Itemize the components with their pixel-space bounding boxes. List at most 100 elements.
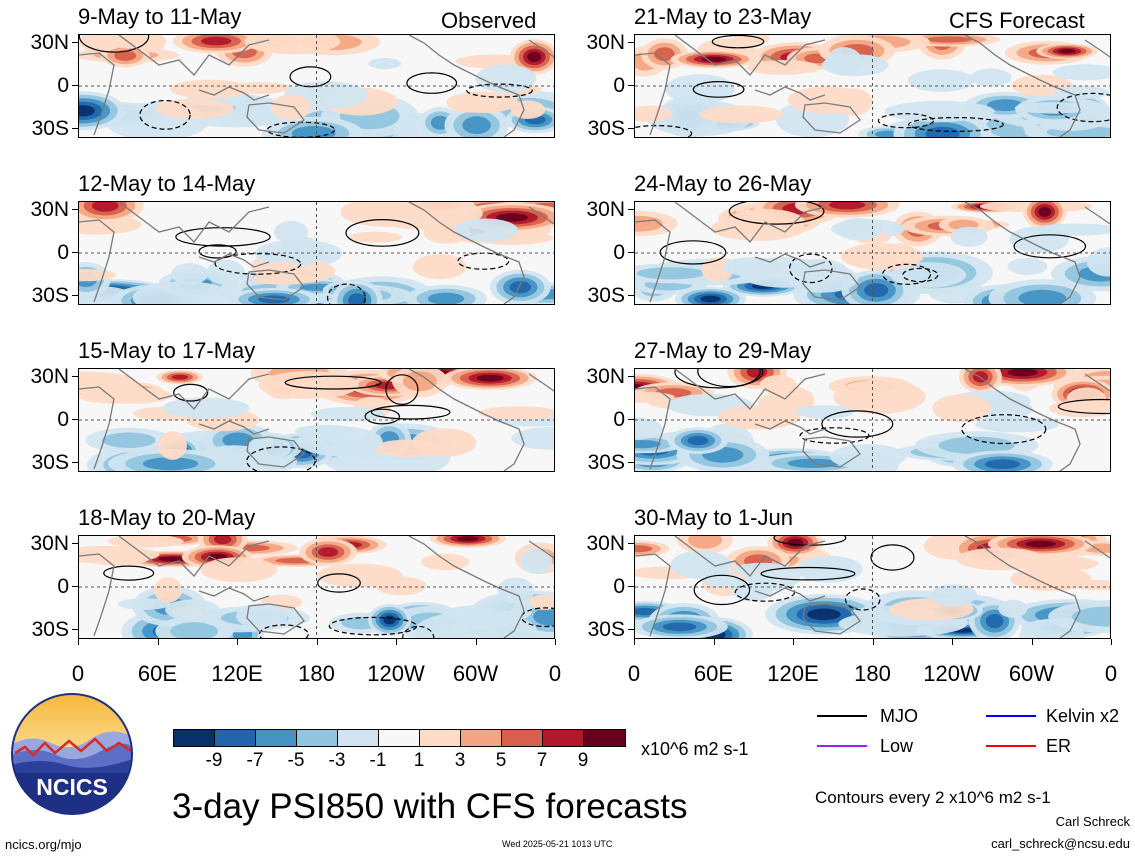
coastline-africa: [635, 553, 671, 637]
mjo-contour: [284, 375, 382, 390]
lat-tick: [72, 295, 78, 296]
colorbar-tick-label: -5: [287, 750, 305, 771]
field-cell: [91, 202, 119, 212]
lat-tick-label: 0: [613, 74, 625, 97]
field-cell: [200, 557, 278, 583]
coastline-maritime: [198, 587, 270, 602]
observed-map-4: [78, 535, 555, 639]
field-cell: [480, 595, 533, 623]
field-cell: [527, 51, 542, 62]
colorbar-swatch: [256, 730, 297, 746]
lon-tick-label: 60E: [693, 661, 734, 686]
field-cell: [509, 281, 531, 294]
field-cell: [114, 50, 137, 61]
colorbar-tick-label: 9: [577, 750, 589, 771]
coastline-south-america: [1039, 580, 1081, 638]
field-cell: [475, 64, 537, 93]
lat-tick-label: 30S: [587, 451, 625, 474]
coastline-south-america: [1039, 246, 1081, 304]
legend-label-low: Low: [880, 736, 914, 756]
colorbar: [173, 729, 626, 747]
observed-tag: Observed: [441, 8, 537, 33]
field-cell: [1058, 48, 1076, 54]
field-cell: [510, 100, 546, 119]
field-cell: [829, 444, 906, 470]
colorbar-tick-label: -9: [205, 750, 223, 771]
mjo-contour: [799, 427, 870, 444]
legend-line-kelvin: [986, 715, 1036, 717]
mjo-contour: [692, 81, 745, 98]
coastline-australia: [802, 603, 861, 635]
field-cell: [1071, 606, 1110, 627]
lon-tick-label: 120E: [767, 661, 819, 686]
site-link[interactable]: ncics.org/mjo: [5, 837, 82, 852]
observed-map-1: [78, 34, 555, 138]
field-cell: [533, 607, 554, 626]
observed-map-2: [78, 201, 555, 305]
lon-tick-label: 0: [627, 661, 641, 686]
mjo-contour: [760, 566, 856, 581]
field-cell: [170, 622, 219, 638]
coastline-south-america: [483, 79, 525, 137]
lat-tick: [628, 543, 634, 544]
mjo-contour: [289, 66, 332, 88]
field-cell: [318, 547, 339, 557]
field-cell: [412, 254, 467, 280]
field-cell: [170, 79, 249, 99]
lat-tick: [72, 128, 78, 129]
field-cell: [840, 243, 924, 270]
coastline-africa: [635, 52, 671, 136]
mjo-contour: [674, 369, 764, 389]
colorbar-tick-label: -3: [328, 750, 346, 771]
field-cell: [985, 459, 1020, 469]
lon-tick: [555, 639, 556, 645]
lon-tick-label: 60W: [1008, 661, 1055, 686]
forecast-tag: CFS Forecast: [949, 8, 1085, 33]
author-email[interactable]: carl_schreck@ncsu.edu: [991, 836, 1130, 851]
lon-tick: [713, 639, 715, 645]
lat-tick-label: 30S: [587, 618, 625, 641]
field-cell: [511, 426, 554, 450]
coastline-asia: [674, 35, 826, 76]
lat-tick-label: 0: [57, 408, 69, 431]
lat-tick: [628, 462, 634, 463]
field-cell: [636, 267, 706, 280]
lat-tick: [628, 42, 634, 43]
field-cell: [829, 202, 866, 210]
coastline-north-africa: [1084, 373, 1110, 392]
mjo-contour: [198, 244, 237, 259]
field-cell: [251, 272, 314, 285]
forecast-map-1: [634, 34, 1111, 138]
colorbar-swatch: [379, 730, 420, 746]
lat-tick: [628, 252, 634, 253]
mjo-contour: [402, 625, 435, 638]
field-cell: [310, 407, 386, 422]
mjo-contour: [1056, 92, 1110, 123]
lon-tick-label: 0: [1104, 661, 1118, 686]
field-cell: [214, 536, 232, 545]
field-cell: [1021, 557, 1072, 568]
lat-tick: [72, 586, 78, 587]
field-cell: [171, 374, 188, 380]
coastline-australia: [802, 269, 861, 301]
field-cell: [746, 60, 820, 75]
lat-tick: [628, 629, 634, 630]
main-title: 3-day PSI850 with CFS forecasts: [172, 787, 688, 826]
lat-tick: [72, 42, 78, 43]
field-cell: [528, 594, 554, 610]
lon-tick: [157, 639, 159, 645]
lat-tick-label: 0: [613, 408, 625, 431]
field-cell: [206, 259, 245, 285]
lon-tick: [396, 639, 397, 645]
lon-tick: [952, 639, 953, 645]
legend-line-low: [817, 745, 867, 747]
colorbar-tick-label: 5: [495, 750, 507, 771]
field-cell: [348, 293, 366, 304]
mjo-contour: [961, 414, 1047, 445]
ncics-logo: NCICS: [11, 693, 133, 815]
lat-tick: [628, 128, 634, 129]
forecast-panel-title-1: 21-May to 23-May: [634, 4, 812, 29]
field-cell: [79, 269, 117, 282]
field-cell: [998, 599, 1028, 618]
field-cell: [635, 545, 653, 553]
